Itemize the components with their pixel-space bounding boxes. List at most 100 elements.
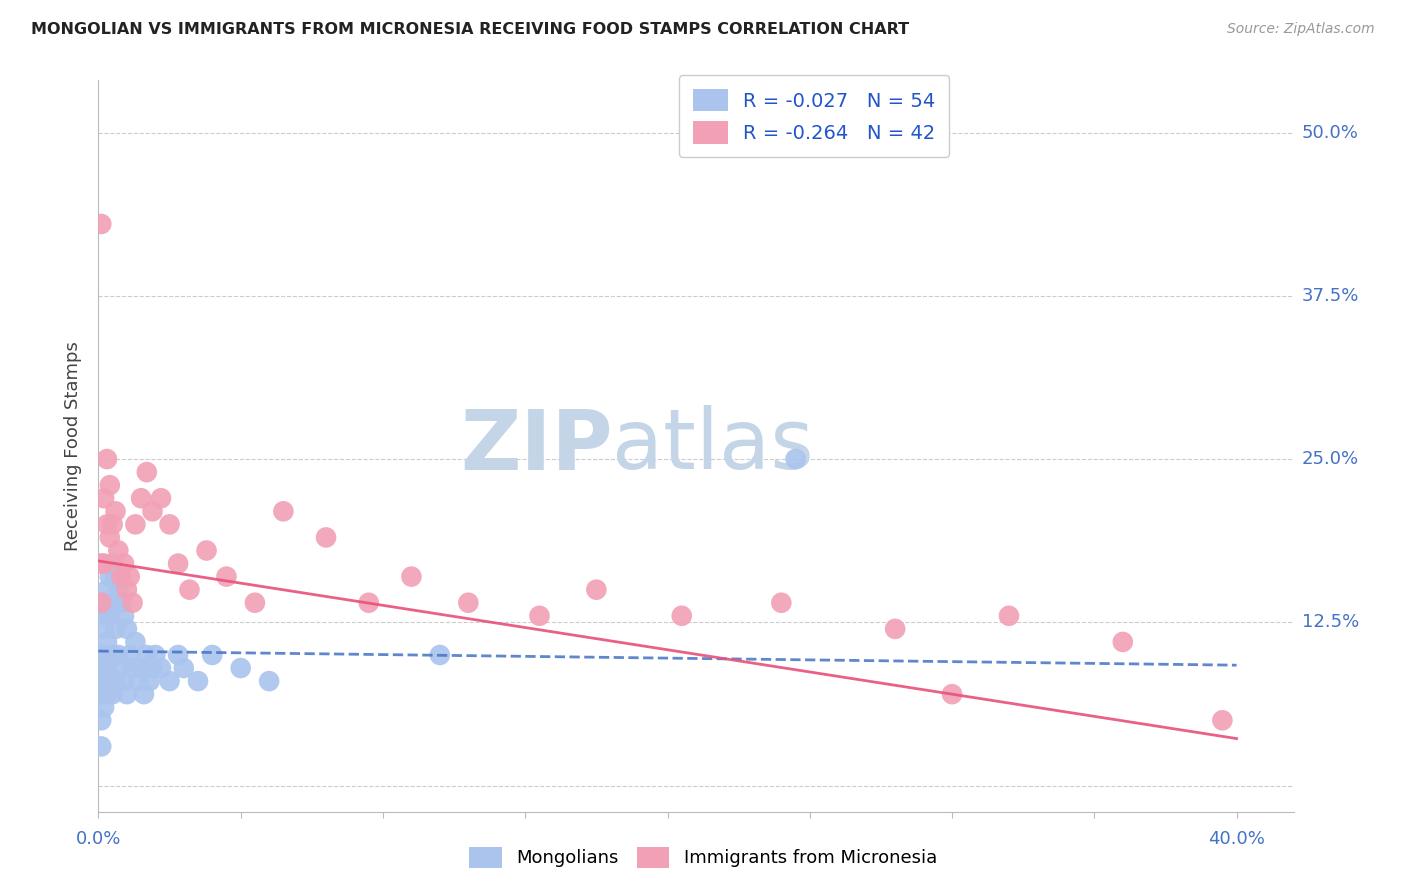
Point [115, 582, 138, 597]
Point [141, 504, 163, 518]
Point [671, 608, 693, 623]
Point [273, 504, 295, 518]
Point [98, 674, 121, 689]
Point [98, 478, 121, 492]
Point [229, 661, 252, 675]
Point [167, 557, 190, 571]
Point [110, 569, 132, 583]
Point [457, 596, 479, 610]
Point [401, 569, 423, 583]
Point [93, 596, 115, 610]
Point [110, 596, 132, 610]
Point [785, 452, 807, 467]
Point [96, 687, 118, 701]
Y-axis label: Receiving Food Stamps: Receiving Food Stamps [65, 341, 83, 551]
Point [107, 648, 129, 662]
Text: ZIP: ZIP [460, 406, 613, 486]
Point [93, 700, 115, 714]
Point [118, 569, 141, 583]
Point [96, 635, 118, 649]
Point [93, 674, 115, 689]
Point [135, 465, 157, 479]
Legend: R = -0.027   N = 54, R = -0.264   N = 42: R = -0.027 N = 54, R = -0.264 N = 42 [679, 75, 949, 157]
Point [96, 661, 118, 675]
Point [112, 608, 135, 623]
Point [187, 674, 209, 689]
Point [127, 674, 149, 689]
Text: 50.0%: 50.0% [1302, 123, 1358, 142]
Point [96, 452, 118, 467]
Point [107, 543, 129, 558]
Point [104, 622, 127, 636]
Point [585, 582, 607, 597]
Point [150, 491, 173, 506]
Point [215, 569, 238, 583]
Point [1211, 714, 1233, 728]
Point [941, 687, 963, 701]
Point [98, 569, 121, 583]
Point [257, 674, 280, 689]
Point [112, 674, 135, 689]
Point [93, 648, 115, 662]
Point [529, 608, 551, 623]
Point [429, 648, 451, 662]
Point [884, 622, 907, 636]
Point [90, 648, 112, 662]
Point [98, 530, 121, 544]
Point [135, 648, 157, 662]
Point [101, 648, 124, 662]
Point [121, 661, 143, 675]
Point [124, 635, 146, 649]
Text: 40.0%: 40.0% [1208, 830, 1265, 848]
Point [243, 596, 266, 610]
Text: 25.0%: 25.0% [1302, 450, 1360, 468]
Point [115, 622, 138, 636]
Point [104, 569, 127, 583]
Point [90, 596, 112, 610]
Point [159, 517, 181, 532]
Point [173, 661, 195, 675]
Point [998, 608, 1021, 623]
Point [129, 661, 152, 675]
Point [138, 674, 160, 689]
Point [96, 582, 118, 597]
Point [104, 674, 127, 689]
Text: Source: ZipAtlas.com: Source: ZipAtlas.com [1227, 22, 1375, 37]
Point [357, 596, 380, 610]
Point [150, 661, 173, 675]
Point [132, 687, 155, 701]
Point [179, 582, 201, 597]
Text: atlas: atlas [613, 406, 814, 486]
Point [90, 217, 112, 231]
Point [107, 582, 129, 597]
Point [195, 543, 218, 558]
Text: 0.0%: 0.0% [76, 830, 121, 848]
Point [101, 596, 124, 610]
Point [101, 557, 124, 571]
Text: 37.5%: 37.5% [1302, 287, 1360, 305]
Point [141, 661, 163, 675]
Point [93, 557, 115, 571]
Point [124, 517, 146, 532]
Legend: Mongolians, Immigrants from Micronesia: Mongolians, Immigrants from Micronesia [458, 836, 948, 879]
Text: MONGOLIAN VS IMMIGRANTS FROM MICRONESIA RECEIVING FOOD STAMPS CORRELATION CHART: MONGOLIAN VS IMMIGRANTS FROM MICRONESIA … [31, 22, 910, 37]
Point [93, 661, 115, 675]
Point [115, 687, 138, 701]
Point [101, 517, 124, 532]
Point [118, 648, 141, 662]
Point [90, 687, 112, 701]
Point [121, 596, 143, 610]
Point [143, 648, 166, 662]
Point [201, 648, 224, 662]
Point [770, 596, 793, 610]
Point [129, 491, 152, 506]
Point [110, 661, 132, 675]
Point [167, 648, 190, 662]
Point [112, 557, 135, 571]
Point [98, 608, 121, 623]
Point [159, 674, 181, 689]
Point [93, 491, 115, 506]
Point [90, 714, 112, 728]
Point [96, 517, 118, 532]
Point [93, 622, 115, 636]
